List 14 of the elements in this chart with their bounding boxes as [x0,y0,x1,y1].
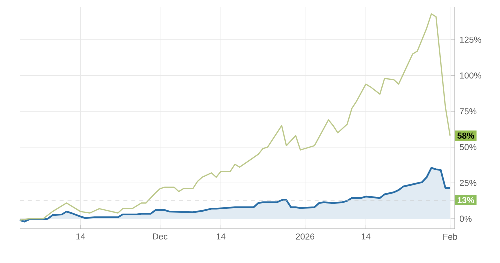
y-tick-label: 100% [460,72,482,79]
x-tick-label: 2026 [296,234,315,240]
x-tick-label: Dec [153,234,168,240]
y-tick-label: 25% [460,180,477,186]
y-tick-label: 50% [460,144,477,150]
data-label: 58% [458,132,474,139]
y-tick-label: 125% [460,36,482,43]
ref-line-label: 13% [458,197,474,204]
x-tick-label: 14 [76,234,86,240]
y-tick-label: 0% [460,216,472,222]
x-tick-label: 14 [362,234,371,240]
x-tick-label: 14 [216,234,226,240]
y-tick-label: 75% [460,108,477,115]
x-tick-label: Feb [444,234,458,240]
